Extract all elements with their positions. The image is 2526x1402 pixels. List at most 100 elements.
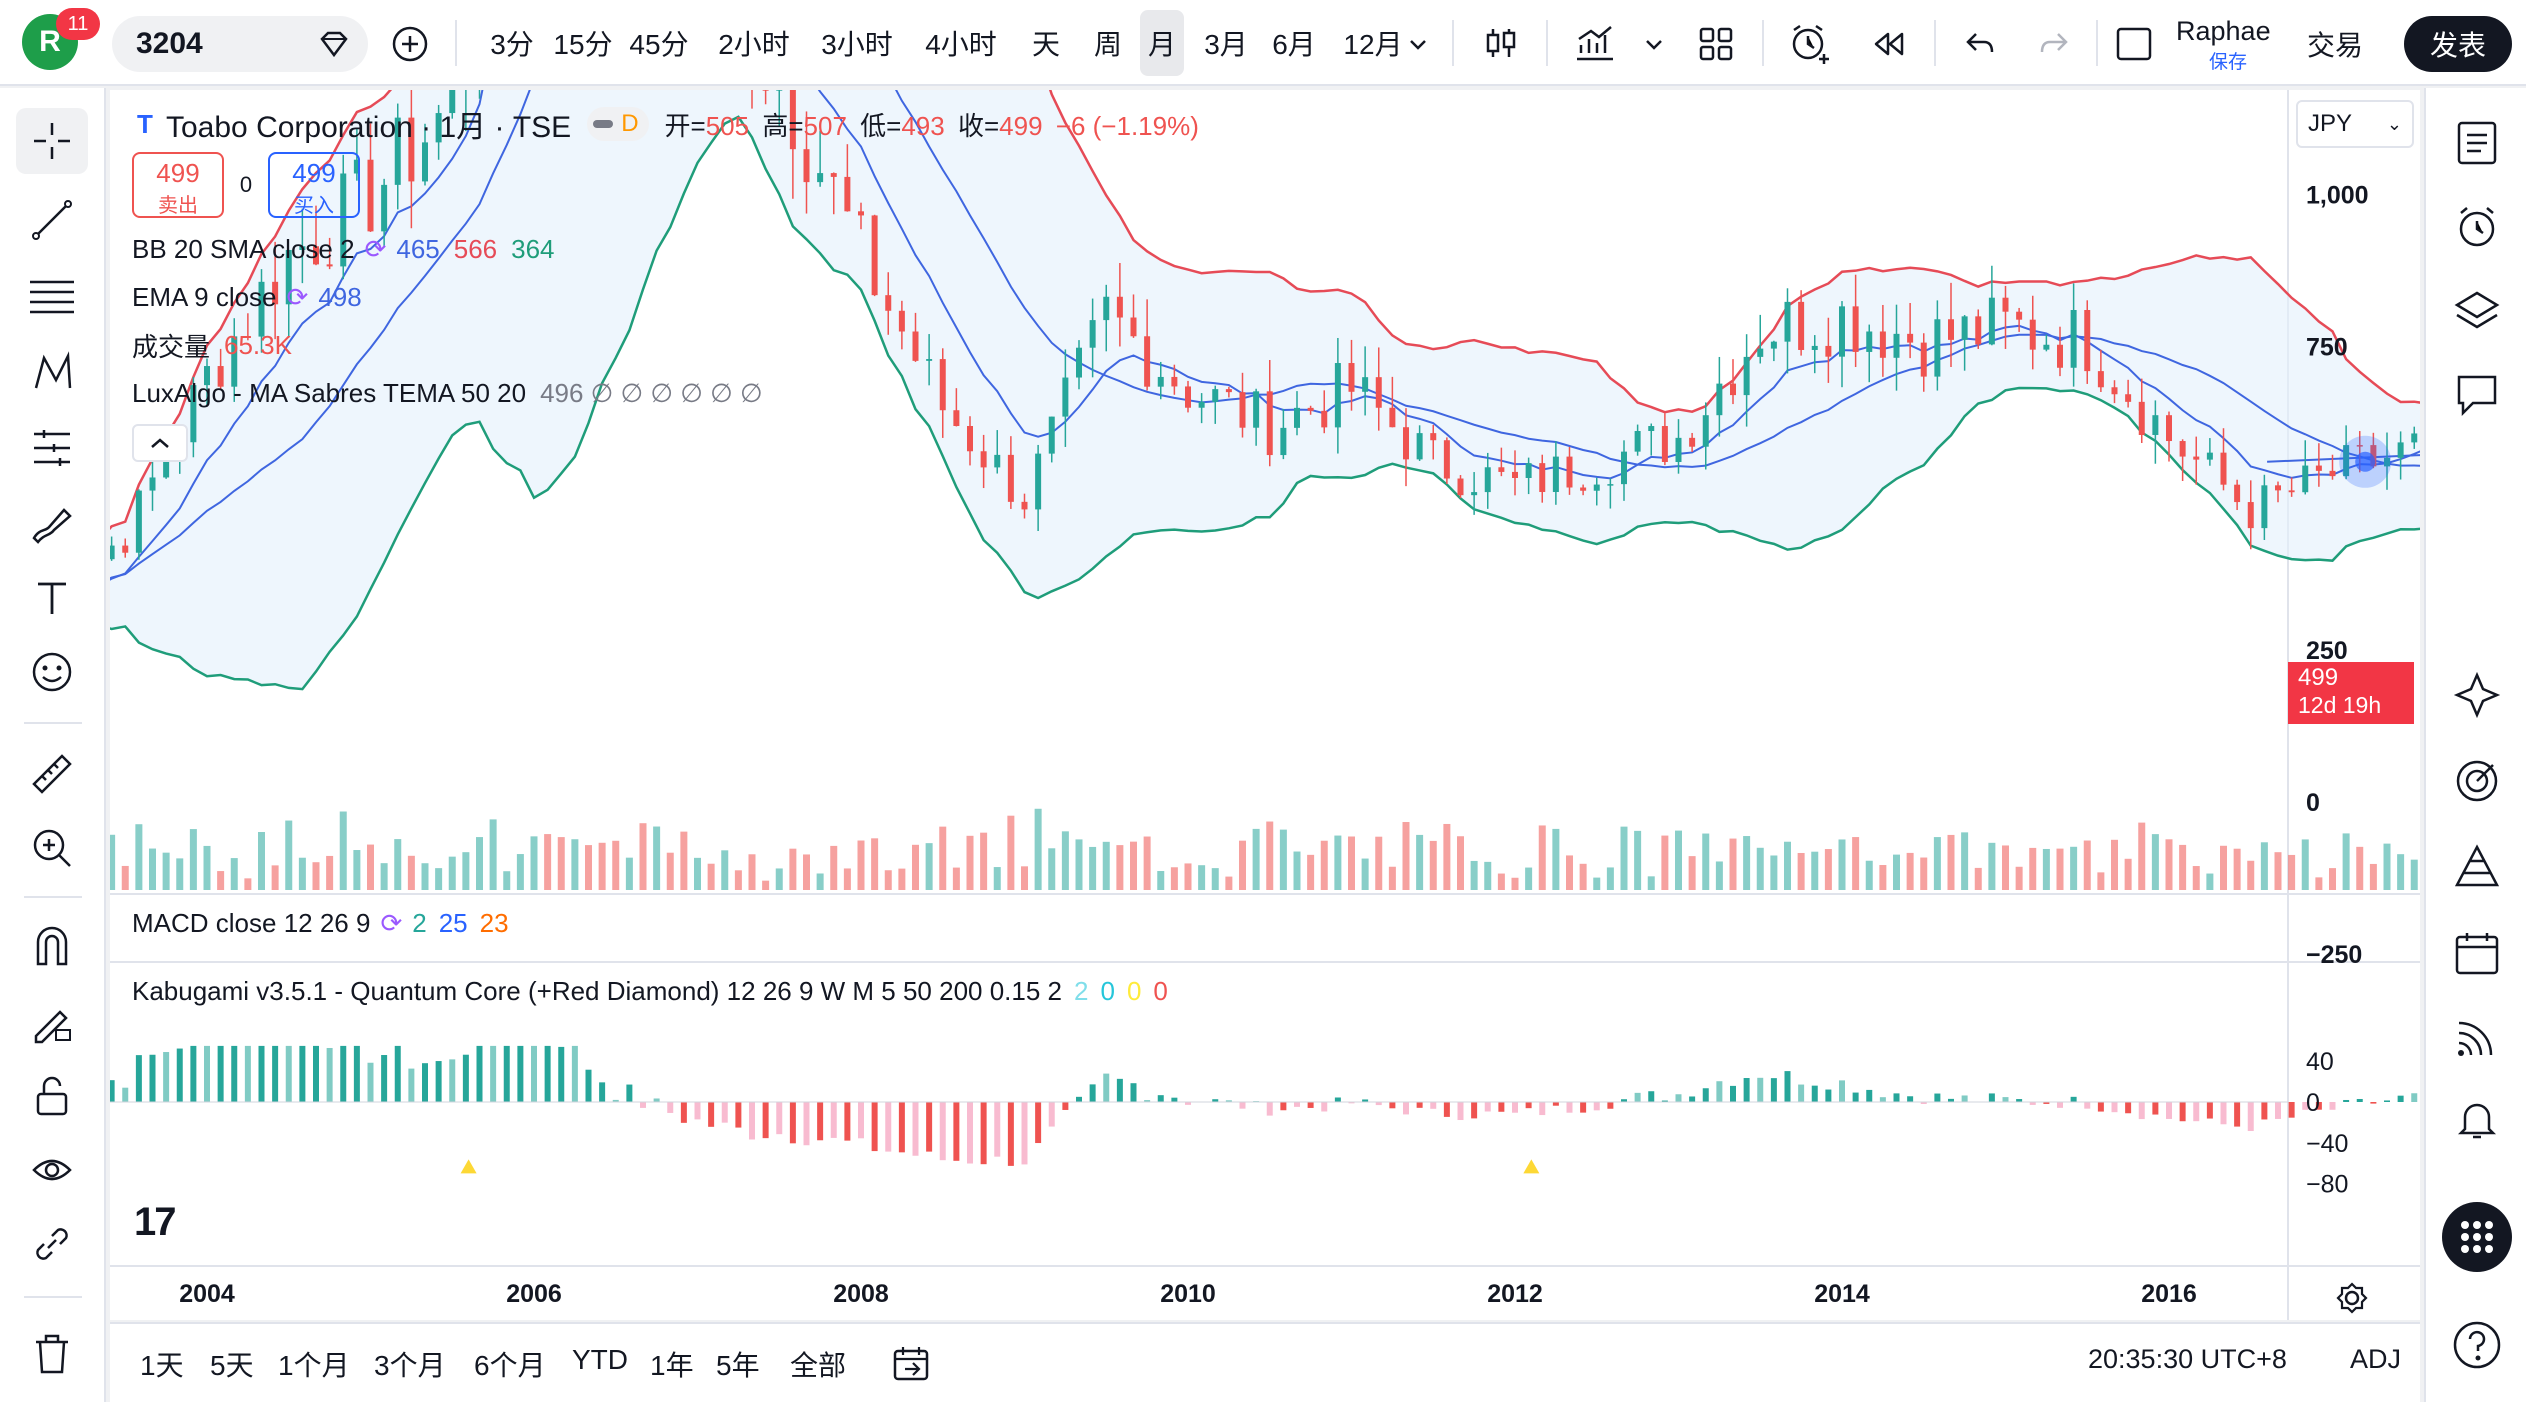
interval-4[interactable]: 3小时: [821, 29, 893, 60]
time-tick-label: 2016: [2141, 1280, 2197, 1308]
help-icon[interactable]: [2446, 1314, 2508, 1376]
fib-lines-icon[interactable]: [22, 266, 82, 326]
clock-timezone[interactable]: 20:35:30 UTC+8: [2088, 1344, 2287, 1374]
watchlist-icon[interactable]: [2446, 112, 2508, 174]
alert-add-icon[interactable]: [1786, 20, 1834, 68]
brush-icon[interactable]: [22, 494, 82, 554]
candle-body: [1185, 386, 1191, 408]
interval-5[interactable]: 4小时: [925, 29, 997, 60]
signal-marker: [2355, 451, 2376, 472]
range-4[interactable]: 6个月: [474, 1350, 546, 1381]
interval-6[interactable]: 天: [1031, 29, 1060, 60]
volume-bar: [1933, 837, 1941, 890]
interval-dropdown-chevron-icon[interactable]: [1400, 26, 1436, 62]
buy-button[interactable]: 499 买入: [268, 152, 360, 218]
interval-1[interactable]: 15分: [553, 29, 613, 60]
range-2[interactable]: 1个月: [278, 1350, 350, 1381]
unlock-icon[interactable]: [22, 1066, 82, 1126]
interval-11[interactable]: 12月: [1343, 29, 1403, 60]
volume-bar: [2042, 848, 2050, 890]
range-7[interactable]: 5年: [716, 1350, 760, 1381]
indicators-chevron-icon[interactable]: [1636, 26, 1672, 62]
osc-tick-label: −40: [2306, 1130, 2348, 1158]
range-3[interactable]: 3个月: [374, 1350, 446, 1381]
broadcast-icon[interactable]: [2446, 1006, 2508, 1068]
currency-select[interactable]: JPY ⌄: [2296, 100, 2414, 148]
adj-toggle[interactable]: ADJ: [2350, 1344, 2402, 1374]
layers-icon[interactable]: [2446, 280, 2508, 342]
undo-icon[interactable]: [1960, 24, 2000, 64]
target-icon[interactable]: [2446, 750, 2508, 812]
data-source-badge[interactable]: D: [587, 107, 649, 141]
exchange-logo-icon: T: [137, 108, 153, 139]
oscillator-bar: [967, 1102, 973, 1164]
symbol-search[interactable]: 3204: [112, 16, 368, 72]
volume-bar: [476, 837, 483, 890]
volume-bar: [1348, 836, 1355, 890]
range-8[interactable]: 全部: [790, 1350, 847, 1381]
chart-settings-gear-icon[interactable]: [2332, 1278, 2372, 1318]
legend-volume[interactable]: 成交量 65.3K: [132, 329, 292, 362]
legend-kabugami[interactable]: Kabugami v3.5.1 - Quantum Core (+Red Dia…: [132, 976, 1168, 1006]
calendar-icon[interactable]: [2446, 922, 2508, 984]
legend-bb[interactable]: BB 20 SMA close 2 ⟳ 465 566 364: [132, 233, 555, 264]
ideas-star-icon[interactable]: [2446, 664, 2508, 726]
legend-luxalgo[interactable]: LuxAlgo - MA Sabres TEMA 50 20 496 ∅ ∅ ∅ …: [132, 377, 763, 408]
range-6[interactable]: 1年: [650, 1350, 694, 1381]
indicators-icon[interactable]: [1570, 20, 1620, 66]
goto-date-icon[interactable]: [888, 1340, 934, 1386]
oscillator-bar: [803, 1102, 810, 1146]
interval-2[interactable]: 45分: [629, 29, 689, 60]
legend-macd[interactable]: MACD close 12 26 9 ⟳ 2 25 23: [132, 908, 509, 938]
layouts-grid-icon[interactable]: [1694, 22, 1738, 66]
fullscreen-icon[interactable]: [2114, 24, 2154, 64]
interval-9[interactable]: 3月: [1204, 29, 1248, 60]
interval-10[interactable]: 6月: [1272, 29, 1316, 60]
forecast-icon[interactable]: [22, 418, 82, 478]
trash-icon[interactable]: [22, 1324, 82, 1384]
user-menu[interactable]: Raphae 保存: [2176, 16, 2286, 73]
ruler-icon[interactable]: [22, 744, 82, 804]
text-icon[interactable]: [22, 568, 82, 628]
interval-7[interactable]: 周: [1093, 29, 1122, 60]
interval-0[interactable]: 3分: [490, 29, 534, 60]
oscillator-bar: [299, 1045, 306, 1102]
lock-draw-icon[interactable]: [22, 992, 82, 1052]
symbol-title[interactable]: Toabo Corporation · 1月 · TSE: [166, 111, 572, 144]
oscillator-bar: [1089, 1084, 1096, 1102]
candle-body: [2397, 442, 2404, 458]
oscillator-bar: [531, 1045, 537, 1102]
alarm-clock-icon[interactable]: [2446, 196, 2508, 258]
trend-line-icon[interactable]: [22, 190, 82, 250]
volume-bar: [803, 854, 810, 890]
collapse-legend-button[interactable]: [132, 424, 188, 462]
emoji-icon[interactable]: [22, 642, 82, 702]
range-5[interactable]: YTD: [572, 1344, 628, 1375]
sell-button[interactable]: 499 卖出: [132, 152, 224, 218]
pattern-icon[interactable]: [22, 342, 82, 402]
chat-icon[interactable]: [2446, 364, 2508, 426]
chart-area[interactable]: D2,5002,2502,0001,7501,5001,2501,0007502…: [40, 0, 2526, 1320]
zoom-in-icon[interactable]: [22, 818, 82, 878]
pyramid-icon[interactable]: [2446, 836, 2508, 898]
compare-add-icon[interactable]: [388, 22, 432, 66]
interval-8[interactable]: 月: [1140, 10, 1184, 76]
eye-icon[interactable]: [22, 1140, 82, 1200]
crosshair-icon[interactable]: [16, 108, 88, 174]
magnet-icon[interactable]: [22, 916, 82, 976]
volume-bar: [326, 855, 334, 890]
bell-icon[interactable]: [2446, 1088, 2508, 1150]
candle-style-icon[interactable]: [1478, 20, 1524, 66]
replay-icon[interactable]: [1866, 22, 1910, 66]
link-icon[interactable]: [22, 1214, 82, 1274]
interval-3[interactable]: 2小时: [718, 29, 790, 60]
right-sidebar: [2424, 88, 2526, 1402]
apps-grid-icon[interactable]: [2442, 1202, 2512, 1272]
candle-body: [313, 246, 319, 265]
range-1[interactable]: 5天: [210, 1350, 254, 1381]
publish-button[interactable]: 发表: [2404, 16, 2512, 72]
trade-button[interactable]: 交易: [2306, 30, 2363, 61]
legend-ema[interactable]: EMA 9 close ⟳ 498: [132, 281, 362, 312]
redo-icon[interactable]: [2034, 24, 2074, 64]
range-0[interactable]: 1天: [140, 1350, 184, 1381]
